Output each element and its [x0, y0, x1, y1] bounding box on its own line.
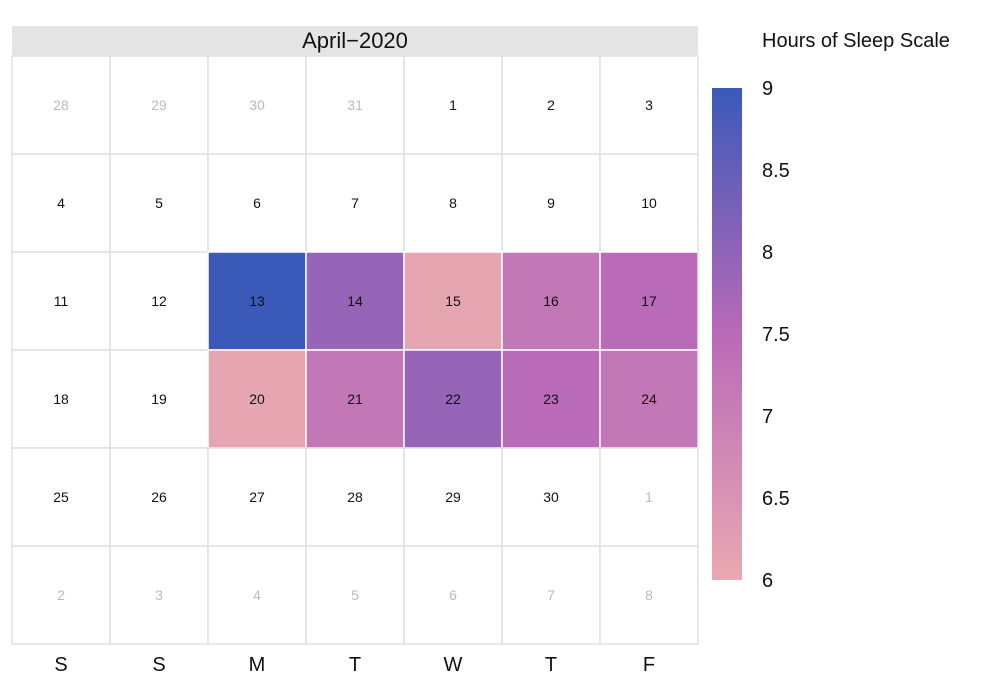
day-number-label: 13 [249, 293, 265, 309]
day-number-label: 4 [57, 195, 65, 211]
day-cell [501, 251, 601, 351]
legend-ticks: 9 8.5 8 7.5 7 6.5 6 [762, 78, 790, 592]
day-number-label: 10 [641, 195, 657, 211]
weekday-label: S [54, 654, 67, 676]
day-cell [305, 349, 405, 449]
day-number-label: 11 [54, 293, 69, 309]
day-number-label: 28 [53, 97, 69, 113]
day-number-label: 6 [253, 195, 261, 211]
grid-border [11, 55, 699, 645]
day-cell [207, 251, 307, 351]
day-number-label: 8 [645, 587, 653, 603]
day-cell [11, 447, 111, 547]
day-number-label: 24 [641, 391, 657, 407]
day-number-label: 30 [249, 97, 265, 113]
day-number-label: 3 [155, 587, 163, 603]
day-number-label: 16 [543, 293, 559, 309]
day-number-label: 22 [445, 391, 461, 407]
day-cell [599, 251, 699, 351]
weekday-label: T [349, 654, 361, 676]
weekday-label: S [152, 654, 165, 676]
day-cell [11, 349, 111, 449]
day-cell [599, 55, 699, 155]
day-cell [109, 447, 209, 547]
day-number-label: 21 [347, 391, 363, 407]
day-number-label: 7 [351, 195, 359, 211]
day-number-label: 7 [547, 587, 555, 603]
day-cell [403, 251, 503, 351]
day-number-label: 3 [645, 97, 653, 113]
day-number-label: 28 [347, 489, 363, 505]
day-cell [109, 349, 209, 449]
day-number-label: 23 [543, 391, 559, 407]
legend-tick-label: 8 [762, 242, 773, 264]
day-cell [403, 153, 503, 253]
weekday-label: F [643, 654, 655, 676]
weekday-label: M [249, 654, 266, 676]
chart-title: April−2020 [302, 28, 408, 53]
day-number-label: 4 [253, 587, 261, 603]
day-number-label: 8 [449, 195, 457, 211]
day-number-label: 5 [155, 195, 163, 211]
day-cell [599, 153, 699, 253]
legend-tick-label: 7.5 [762, 324, 790, 346]
day-cell [109, 153, 209, 253]
day-cell [207, 153, 307, 253]
weekday-label: W [444, 654, 463, 676]
day-number-label: 1 [645, 489, 653, 505]
day-number-label: 31 [347, 97, 363, 113]
day-cell [403, 349, 503, 449]
day-cell [599, 447, 699, 547]
day-number-label: 29 [445, 489, 461, 505]
day-number-label: 6 [449, 587, 457, 603]
day-cell [11, 545, 111, 645]
day-number-label: 2 [547, 97, 555, 113]
day-number-label: 9 [547, 195, 555, 211]
day-number-label: 2 [57, 587, 65, 603]
legend-title: Hours of Sleep Scale [762, 30, 950, 52]
day-cell [109, 251, 209, 351]
day-number-label: 19 [151, 391, 167, 407]
day-cell [501, 545, 601, 645]
day-number-label: 29 [151, 97, 167, 113]
day-cell [305, 251, 405, 351]
day-number-label: 27 [249, 489, 265, 505]
day-number-label: 26 [151, 489, 167, 505]
legend-colorbar [712, 88, 742, 580]
day-number-label: 12 [151, 293, 167, 309]
day-cell [207, 349, 307, 449]
day-cell [207, 447, 307, 547]
legend-tick-label: 8.5 [762, 160, 790, 182]
legend-tick-label: 7 [762, 406, 773, 428]
day-cell [11, 251, 111, 351]
day-cell [207, 545, 307, 645]
day-number-label: 25 [53, 489, 69, 505]
day-cell [501, 153, 601, 253]
day-number-label: 30 [543, 489, 559, 505]
legend-tick-label: 9 [762, 78, 773, 100]
day-cell [207, 55, 307, 155]
day-number-label: 20 [249, 391, 265, 407]
legend-tick-label: 6 [762, 570, 773, 592]
day-cell [11, 55, 111, 155]
day-number-label: 1 [449, 97, 457, 113]
weekday-label: T [545, 654, 557, 676]
calendar-header-bar [12, 26, 698, 56]
legend-tick-label: 6.5 [762, 488, 790, 510]
day-cell [305, 545, 405, 645]
day-number-label: 14 [347, 293, 363, 309]
day-number-label: 5 [351, 587, 359, 603]
day-number-label: 17 [641, 293, 657, 309]
day-number-label: 15 [445, 293, 461, 309]
day-number-label: 18 [53, 391, 69, 407]
